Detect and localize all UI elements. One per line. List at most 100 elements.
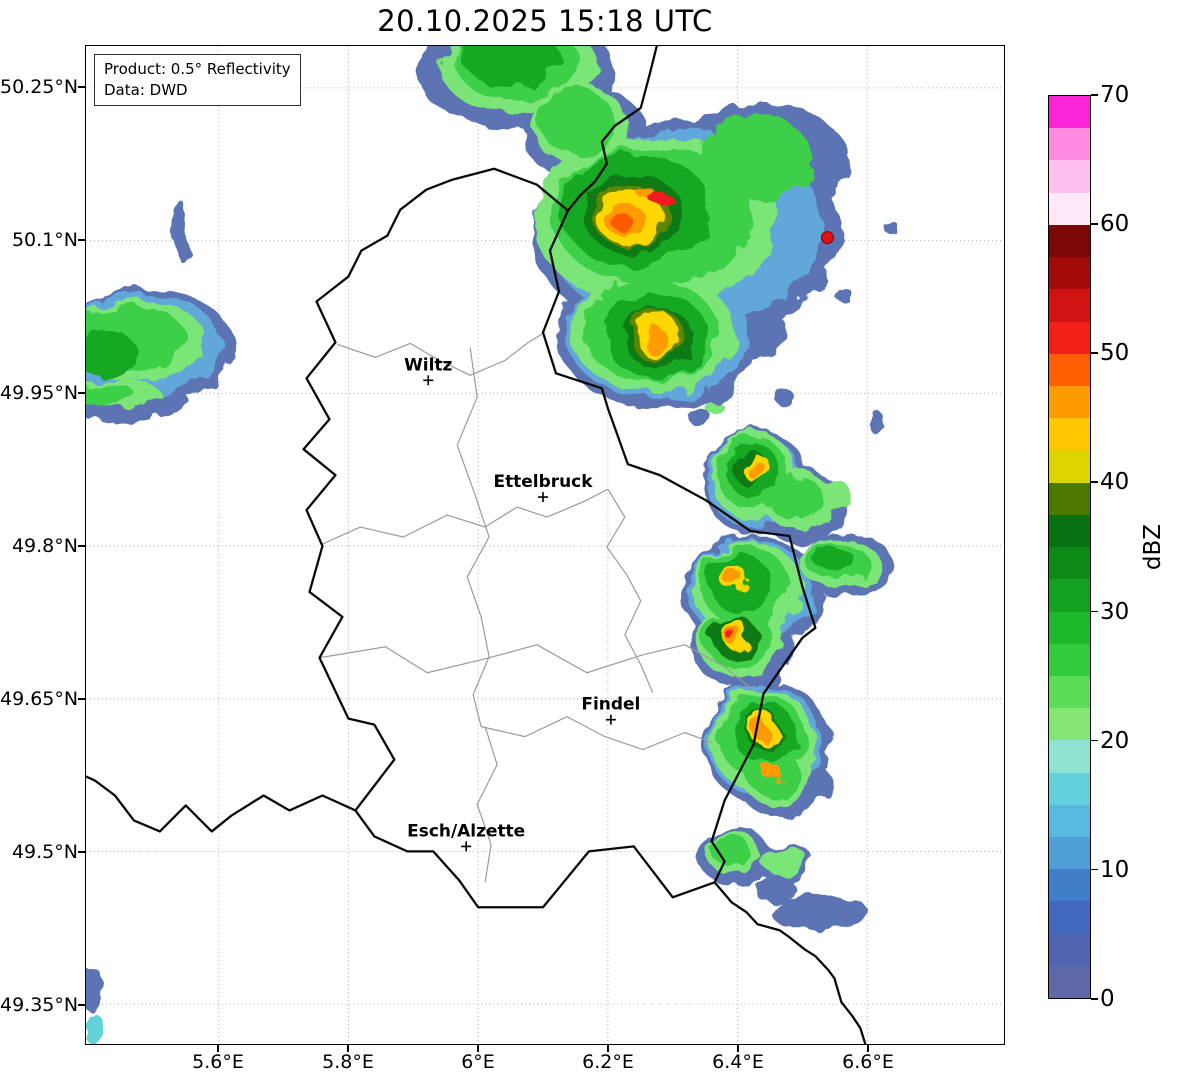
colorbar-segment bbox=[1049, 160, 1090, 193]
colorbar-tick-mark bbox=[1091, 739, 1098, 742]
colorbar-segment bbox=[1049, 837, 1090, 870]
city-markers: Wiltz Ettelbruck Findel Esch/Alzette bbox=[404, 354, 640, 852]
colorbar-segment bbox=[1049, 353, 1090, 386]
city-label: Findel bbox=[581, 694, 640, 714]
colorbar bbox=[1048, 95, 1091, 999]
colorbar-tick-label: 10 bbox=[1100, 856, 1130, 883]
colorbar-segment bbox=[1049, 385, 1090, 419]
colorbar-tick-label: 50 bbox=[1100, 340, 1130, 367]
district-border bbox=[319, 644, 753, 691]
colorbar-segment bbox=[1049, 257, 1090, 290]
radar-echo bbox=[753, 876, 796, 903]
radar-echo bbox=[726, 631, 735, 640]
colorbar-tick-label: 60 bbox=[1100, 211, 1130, 238]
colorbar-tick-label: 70 bbox=[1100, 82, 1130, 108]
district-border bbox=[456, 347, 490, 727]
colorbar-tick-mark bbox=[1091, 223, 1098, 225]
figure-title: 20.10.2025 15:18 UTC bbox=[377, 4, 713, 38]
district-border bbox=[322, 488, 609, 545]
colorbar-segment bbox=[1049, 901, 1090, 934]
lat-tick-mark bbox=[78, 851, 85, 853]
lon-tick-label: 6°E bbox=[461, 1051, 495, 1073]
colorbar-tick-mark bbox=[1091, 998, 1098, 1000]
lon-tick-label: 5.6°E bbox=[192, 1051, 244, 1073]
radar-echo bbox=[703, 398, 722, 413]
radar-echo bbox=[760, 846, 809, 875]
radar-echo bbox=[701, 115, 812, 200]
lon-tick-label: 5.8°E bbox=[322, 1051, 374, 1073]
colorbar-tick-label: 20 bbox=[1100, 727, 1130, 754]
map-panel: Wiltz Ettelbruck Findel Esch/Alzette Produc… bbox=[85, 45, 1005, 1045]
colorbar-segment bbox=[1049, 708, 1090, 741]
colorbar-segment bbox=[1049, 192, 1090, 225]
lon-tick-mark bbox=[737, 1045, 739, 1052]
radar-echo bbox=[539, 89, 615, 154]
radar-echo bbox=[813, 545, 854, 572]
colorbar-segment bbox=[1049, 965, 1090, 999]
product-line: Product: 0.5° Reflectivity bbox=[104, 60, 291, 78]
lat-tick-label: 49.35°N bbox=[0, 994, 79, 1016]
radar-echo bbox=[765, 765, 784, 784]
colorbar-segment bbox=[1049, 933, 1090, 966]
district-border bbox=[606, 488, 654, 693]
data-source-line: Data: DWD bbox=[104, 81, 188, 99]
product-info-box: Product: 0.5° Reflectivity Data: DWD bbox=[94, 54, 301, 106]
lat-tick-label: 49.8°N bbox=[11, 535, 78, 557]
country-border bbox=[713, 881, 867, 1044]
city-label: Ettelbruck bbox=[494, 471, 594, 491]
radar-echo bbox=[710, 835, 751, 866]
colorbar-segment bbox=[1049, 675, 1090, 709]
colorbar-tick-mark bbox=[1091, 352, 1098, 354]
country-border bbox=[302, 167, 817, 909]
colorbar-segment bbox=[1049, 482, 1090, 515]
district-border bbox=[337, 332, 544, 376]
radar-echo bbox=[769, 895, 870, 930]
colorbar-segment bbox=[1049, 579, 1090, 612]
country-borders bbox=[86, 46, 867, 1044]
radar-echo bbox=[812, 480, 853, 511]
radar-echo bbox=[746, 457, 763, 480]
colorbar-segment bbox=[1049, 611, 1090, 644]
city-label: Esch/Alzette bbox=[407, 820, 525, 840]
lat-tick-label: 49.95°N bbox=[0, 382, 79, 404]
radar-echo bbox=[86, 1014, 105, 1044]
radar-echo bbox=[86, 966, 104, 1013]
radar-echo bbox=[644, 328, 669, 357]
colorbar-segment bbox=[1049, 869, 1090, 902]
lon-tick-label: 6.2°E bbox=[582, 1051, 634, 1073]
district-border bbox=[476, 726, 498, 883]
lat-tick-mark bbox=[78, 239, 85, 241]
colorbar-segment bbox=[1049, 128, 1090, 161]
city-label: Wiltz bbox=[404, 354, 452, 374]
city-plus-marker bbox=[605, 714, 616, 725]
lon-tick-mark bbox=[477, 1045, 479, 1052]
lat-tick-mark bbox=[78, 392, 85, 394]
colorbar-segment bbox=[1049, 418, 1090, 451]
colorbar-segment bbox=[1049, 450, 1090, 483]
radar-echo bbox=[865, 409, 884, 432]
district-border bbox=[481, 716, 713, 751]
country-border bbox=[86, 775, 357, 833]
colorbar-segment bbox=[1049, 514, 1090, 548]
radar-echoes bbox=[86, 46, 898, 1044]
colorbar-tick-label: 0 bbox=[1100, 986, 1115, 1012]
colorbar-tick-mark bbox=[1091, 481, 1098, 484]
colorbar-segment bbox=[1049, 224, 1090, 258]
colorbar-label: dBZ bbox=[1140, 523, 1166, 571]
colorbar-segment bbox=[1049, 547, 1090, 580]
colorbar-tick-label: 40 bbox=[1100, 469, 1130, 496]
lat-tick-mark bbox=[78, 1004, 85, 1006]
colorbar-segment bbox=[1049, 96, 1090, 129]
colorbar-tick-mark bbox=[1091, 610, 1098, 613]
radar-echo bbox=[723, 568, 742, 587]
city-plus-marker bbox=[538, 492, 548, 503]
lon-tick-mark bbox=[867, 1045, 869, 1052]
lon-tick-mark bbox=[217, 1045, 219, 1052]
colorbar-segment bbox=[1049, 740, 1090, 773]
lat-tick-mark bbox=[78, 86, 85, 88]
radar-echo bbox=[635, 185, 654, 198]
radar-echo bbox=[611, 213, 634, 232]
colorbar-segment bbox=[1049, 804, 1090, 838]
radar-echo bbox=[768, 475, 823, 522]
